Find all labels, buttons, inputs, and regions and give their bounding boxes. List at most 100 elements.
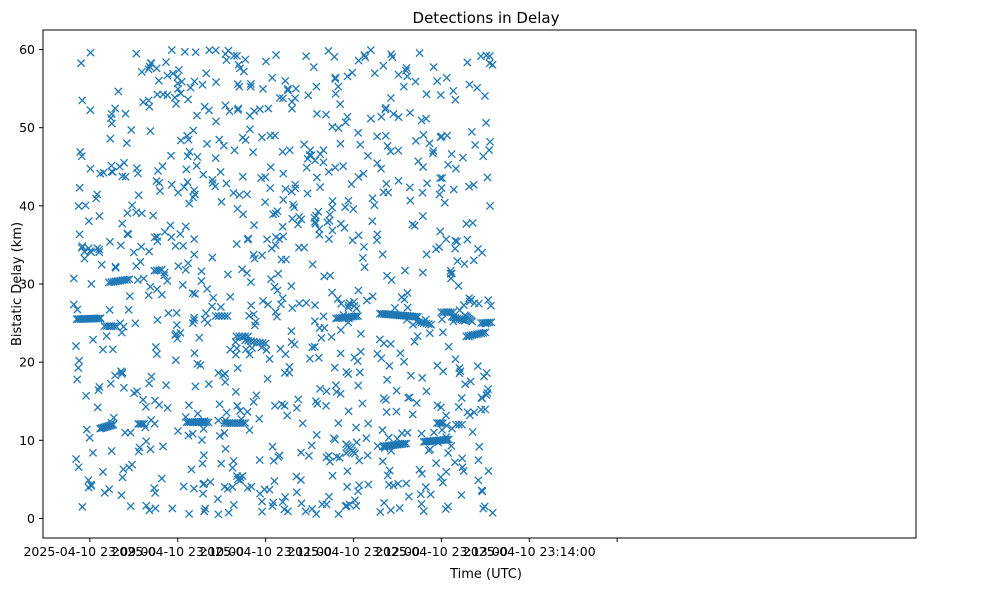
data-point <box>422 114 431 123</box>
data-point <box>455 369 464 378</box>
data-point <box>481 319 490 328</box>
data-point <box>121 109 130 118</box>
data-point <box>324 492 334 501</box>
data-point <box>150 396 160 405</box>
data-point <box>467 127 476 136</box>
data-point <box>198 459 207 468</box>
data-point <box>106 379 115 388</box>
x-tick-label: 2025-04-10 23:10:00 <box>111 544 244 559</box>
data-point <box>370 69 379 78</box>
data-point <box>400 439 409 448</box>
data-point <box>463 235 472 244</box>
data-point <box>77 59 86 68</box>
data-point <box>278 147 287 156</box>
data-point <box>479 328 488 337</box>
data-point <box>93 190 102 199</box>
data-point <box>457 393 466 403</box>
data-point <box>344 407 353 416</box>
data-point <box>330 52 339 61</box>
data-point <box>456 367 465 376</box>
data-point <box>442 235 451 244</box>
data-point <box>438 173 447 183</box>
data-point <box>396 349 405 358</box>
data-point <box>84 476 93 485</box>
data-points <box>69 45 497 519</box>
data-point <box>378 426 387 435</box>
data-point <box>289 200 298 209</box>
data-point <box>341 203 350 212</box>
data-point <box>295 212 304 221</box>
data-point <box>331 163 340 172</box>
data-point <box>155 187 165 196</box>
data-point <box>243 190 252 199</box>
data-point <box>173 427 182 436</box>
data-point <box>281 255 291 264</box>
data-point <box>248 343 257 353</box>
data-point <box>245 426 254 435</box>
data-point <box>81 201 90 210</box>
data-point <box>245 311 254 320</box>
data-point <box>221 378 230 387</box>
data-point <box>158 162 167 171</box>
data-point <box>332 387 341 397</box>
data-point <box>334 419 343 428</box>
y-axis: 0 10 20 30 40 50 60 <box>19 42 43 526</box>
data-point <box>95 245 104 254</box>
data-point <box>182 165 191 174</box>
data-point <box>96 314 105 323</box>
data-point <box>122 139 131 148</box>
data-point <box>354 172 363 182</box>
data-point <box>118 473 127 482</box>
data-point <box>432 459 441 468</box>
data-point <box>211 182 220 191</box>
data-point <box>241 55 250 64</box>
data-point <box>386 506 395 515</box>
data-point <box>193 409 202 418</box>
data-point <box>235 82 244 91</box>
data-point <box>158 442 168 451</box>
data-point <box>107 446 116 455</box>
data-point <box>132 164 141 173</box>
data-point <box>448 424 457 433</box>
data-point <box>283 411 292 420</box>
data-point <box>353 357 362 366</box>
data-point <box>344 318 353 327</box>
data-point <box>188 289 197 298</box>
data-point <box>84 217 93 226</box>
data-point <box>343 482 352 491</box>
data-point <box>87 279 96 288</box>
y-tick-label: 60 <box>19 42 35 57</box>
data-point <box>199 451 208 460</box>
data-point <box>339 162 348 171</box>
data-point <box>444 448 453 458</box>
data-point <box>243 407 252 416</box>
data-point <box>95 212 104 221</box>
data-point <box>171 329 181 338</box>
data-point <box>484 296 493 305</box>
data-point <box>308 504 317 513</box>
data-point <box>197 267 206 276</box>
data-point <box>313 399 322 408</box>
data-point <box>279 195 288 204</box>
data-point <box>123 209 132 218</box>
data-point <box>258 84 268 94</box>
data-point <box>364 419 373 428</box>
data-point <box>453 257 462 266</box>
data-point <box>462 219 471 228</box>
data-point <box>386 147 395 156</box>
data-point <box>273 286 282 295</box>
data-point <box>347 180 356 189</box>
data-point <box>106 134 115 143</box>
data-point <box>447 441 456 450</box>
data-point <box>258 296 268 305</box>
data-point <box>246 278 255 287</box>
data-point <box>153 90 162 99</box>
data-point <box>237 265 247 274</box>
data-point <box>189 484 198 493</box>
data-point <box>73 375 82 384</box>
data-point <box>390 303 399 313</box>
data-point <box>215 431 224 440</box>
data-point <box>331 381 340 390</box>
data-point <box>181 265 190 274</box>
data-point <box>304 91 313 100</box>
